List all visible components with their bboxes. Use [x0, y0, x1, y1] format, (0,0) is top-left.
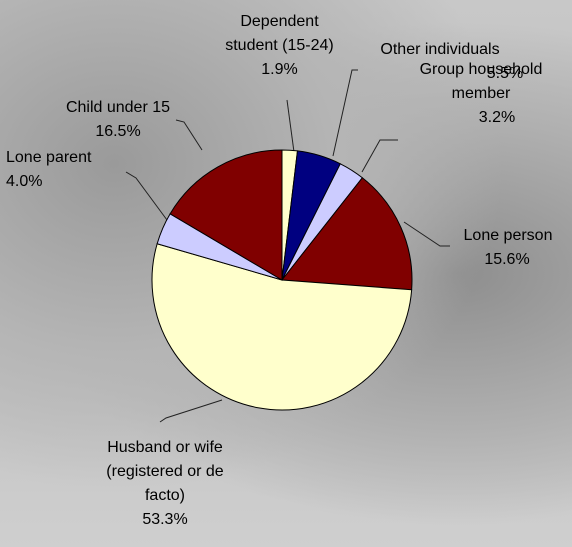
- slice-label: Lone parent 4.0%: [6, 146, 136, 194]
- leader-line: [159, 399, 223, 423]
- value-label: 5.5%: [486, 65, 524, 82]
- category-label: Lone person: [463, 227, 553, 244]
- pie-slice: [169, 149, 283, 281]
- leader-lines: [125, 69, 450, 423]
- leader-line: [361, 139, 398, 173]
- category-label: Dependent student (15-24): [225, 13, 334, 54]
- value-label: 16.5%: [95, 123, 141, 140]
- value-label: 4.0%: [6, 173, 43, 190]
- slice-label: Lone person 15.6%: [448, 224, 568, 272]
- category-label: Lone parent: [6, 149, 92, 166]
- slice-label: Group household member 3.2%: [400, 58, 560, 130]
- category-label: Other individuals: [380, 41, 500, 58]
- value-label: 53.3%: [142, 511, 188, 528]
- category-label: Husband or wife (registered or de facto): [106, 439, 224, 504]
- slice-label: Dependent student (15-24) 1.9%: [217, 10, 342, 82]
- category-label: Child under 15: [65, 99, 171, 116]
- value-label: 15.6%: [484, 251, 530, 268]
- value-label: 1.9%: [261, 61, 298, 78]
- leader-line: [286, 99, 295, 153]
- pie-slice: [281, 177, 413, 291]
- leader-line: [403, 221, 450, 247]
- leader-line: [125, 171, 168, 221]
- slice-label: Child under 15 16.5%: [48, 96, 188, 144]
- slice-label: Husband or wife (registered or de facto)…: [85, 436, 245, 532]
- leader-line: [332, 69, 358, 157]
- value-label: 3.2%: [478, 109, 516, 126]
- leader-line: [175, 119, 203, 151]
- pie-slice: [151, 243, 413, 411]
- category-label: Group household member: [419, 61, 543, 102]
- pie: [151, 149, 413, 411]
